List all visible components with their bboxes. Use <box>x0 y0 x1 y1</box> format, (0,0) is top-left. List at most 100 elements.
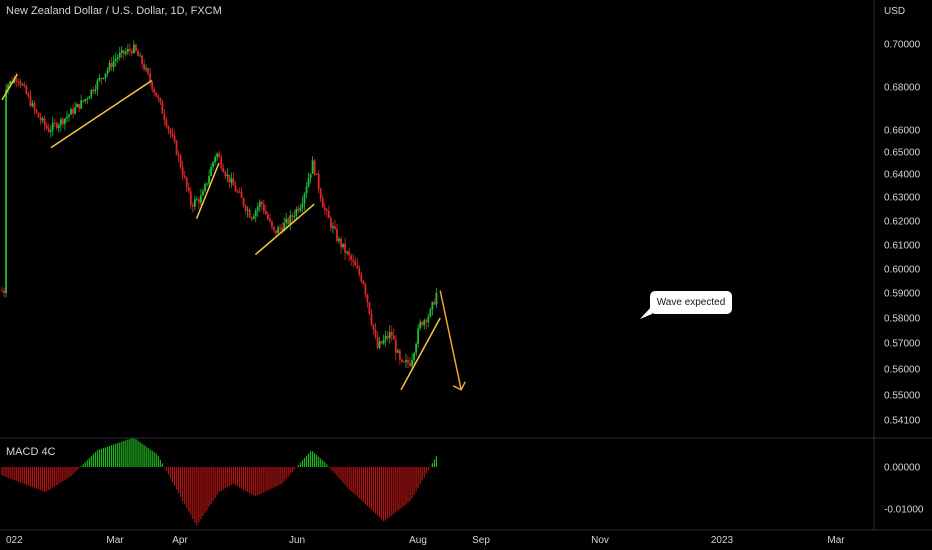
candle-body <box>98 77 101 81</box>
macd-bar <box>316 454 318 467</box>
candle-body <box>323 207 326 211</box>
macd-bar <box>234 467 237 486</box>
candle-body <box>216 153 219 157</box>
trendline <box>50 79 153 149</box>
candle-body <box>41 118 44 121</box>
macd-bar <box>161 463 163 467</box>
macd-bar <box>175 467 178 490</box>
candle-body <box>94 89 97 92</box>
candle-body <box>45 125 48 129</box>
candle-body <box>256 206 259 211</box>
y-tick-label: 0.62000 <box>884 217 921 228</box>
macd-bar <box>391 467 393 516</box>
macd-bar <box>94 452 96 467</box>
macd-bar <box>180 467 182 498</box>
candle-body <box>200 195 202 203</box>
macd-bar <box>151 450 153 467</box>
candle-body <box>131 50 133 54</box>
candle-body <box>368 302 371 314</box>
macd-bar <box>364 467 366 505</box>
macd-bar <box>279 467 281 485</box>
candle-body <box>88 96 91 99</box>
macd-bar <box>344 467 346 485</box>
macd-bar <box>31 467 34 488</box>
macd-bar <box>11 467 13 480</box>
candle-body <box>305 186 308 194</box>
candle-body <box>33 103 36 110</box>
candle-body <box>185 177 188 187</box>
candle-body <box>82 100 85 102</box>
macd-bar <box>297 465 299 467</box>
candle-body <box>177 154 180 156</box>
candle-body <box>360 274 363 282</box>
macd-bar <box>336 467 338 476</box>
candle-body <box>181 167 184 176</box>
candle-body <box>309 173 312 179</box>
candle-body <box>317 173 320 190</box>
macd-bar <box>155 453 157 467</box>
annotation-callout[interactable]: Wave expected <box>650 291 732 314</box>
macd-bar <box>135 439 137 467</box>
macd-bar <box>314 453 316 467</box>
candle-body <box>204 184 206 192</box>
candle-body <box>17 81 20 83</box>
macd-bar <box>403 467 405 507</box>
candle-body <box>143 64 145 70</box>
price-candles <box>1 40 438 372</box>
candle-body <box>348 251 351 256</box>
macd-bar <box>159 459 161 467</box>
candle-body <box>338 238 340 241</box>
candle-body <box>336 228 338 241</box>
macd-bar <box>399 467 401 510</box>
macd-bar <box>269 467 271 490</box>
candle-body <box>411 359 413 366</box>
macd-bar <box>253 467 255 496</box>
candle-body <box>39 117 42 121</box>
candle-body <box>5 89 7 294</box>
y-tick-label: 0.66000 <box>884 126 921 137</box>
currency-label: USD <box>884 6 905 17</box>
macd-bar <box>145 446 147 467</box>
candle-body <box>226 174 229 177</box>
macd-bar <box>421 467 423 481</box>
macd-bar <box>267 467 269 491</box>
candle-body <box>315 173 318 175</box>
candle-body <box>413 353 415 360</box>
macd-bar <box>332 467 334 472</box>
x-tick-label: Sep <box>472 535 490 546</box>
candle-body <box>57 125 60 129</box>
y-tick-label: 0.64000 <box>884 170 921 181</box>
macd-bar <box>226 467 228 488</box>
macd-bar <box>52 467 54 488</box>
candle-body <box>370 313 373 325</box>
macd-bar <box>389 467 391 518</box>
candle-body <box>382 339 385 344</box>
macd-bar <box>307 453 310 467</box>
macd-bar <box>169 467 172 479</box>
macd-bar <box>90 456 92 467</box>
macd-bar <box>393 467 395 515</box>
macd-bar <box>350 467 352 492</box>
candle-body <box>417 328 420 344</box>
candle-body <box>340 238 342 248</box>
candle-body <box>51 122 54 131</box>
macd-bar <box>301 460 304 467</box>
y-tick-label: 0.58000 <box>884 314 921 325</box>
candle-body <box>238 191 241 193</box>
macd-bar <box>374 467 377 514</box>
candle-body <box>206 183 208 185</box>
macd-bar <box>7 467 9 478</box>
macd-bar <box>3 467 5 477</box>
macd-bar <box>220 467 222 491</box>
macd-bar <box>98 449 101 467</box>
macd-bar <box>17 467 19 482</box>
macd-tick-label: 0.00000 <box>884 463 921 474</box>
macd-bar <box>346 467 348 488</box>
macd-bar <box>338 467 340 479</box>
macd-bar <box>104 447 107 467</box>
y-tick-label: 0.54100 <box>884 416 921 427</box>
candle-body <box>334 226 336 229</box>
macd-bar <box>196 467 198 526</box>
candle-body <box>362 281 365 285</box>
